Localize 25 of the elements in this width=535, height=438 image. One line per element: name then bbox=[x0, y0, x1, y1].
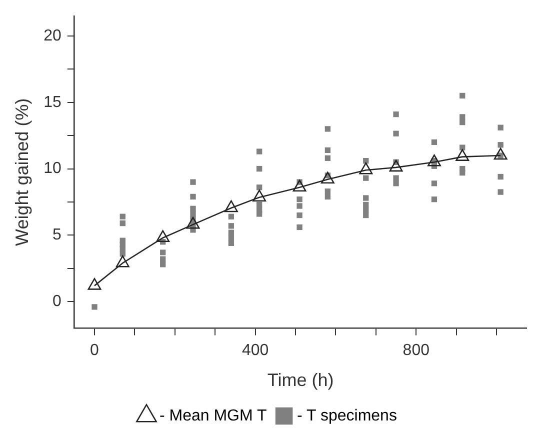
point bbox=[494, 148, 508, 160]
point bbox=[456, 149, 470, 161]
y-axis-title: Weight gained (%) bbox=[12, 98, 32, 246]
point bbox=[116, 255, 130, 268]
y-tick-label: 15 bbox=[44, 94, 62, 111]
point bbox=[320, 172, 334, 184]
point bbox=[88, 278, 102, 290]
x-tick-label: 800 bbox=[402, 342, 430, 360]
point bbox=[156, 230, 170, 242]
legend-label: - T specimens bbox=[297, 407, 397, 424]
x-tick-label: 400 bbox=[242, 342, 269, 360]
point bbox=[428, 154, 441, 166]
y-tick-label: 0 bbox=[52, 293, 62, 310]
y-tick-label: 20 bbox=[44, 27, 62, 44]
point bbox=[389, 160, 403, 172]
point bbox=[252, 190, 266, 202]
legend-label: - Mean MGM T bbox=[159, 407, 267, 424]
point bbox=[224, 200, 238, 212]
point bbox=[186, 216, 200, 229]
point bbox=[359, 162, 373, 174]
y-tick-label: 5 bbox=[52, 226, 62, 244]
x-tick-label: 0 bbox=[90, 342, 100, 360]
y-tick-label: 10 bbox=[44, 160, 62, 178]
x-axis-title: Time (h) bbox=[267, 370, 334, 390]
point bbox=[292, 180, 306, 192]
